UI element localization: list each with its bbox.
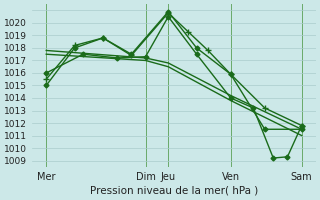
X-axis label: Pression niveau de la mer( hPa ): Pression niveau de la mer( hPa ) [90, 186, 258, 196]
